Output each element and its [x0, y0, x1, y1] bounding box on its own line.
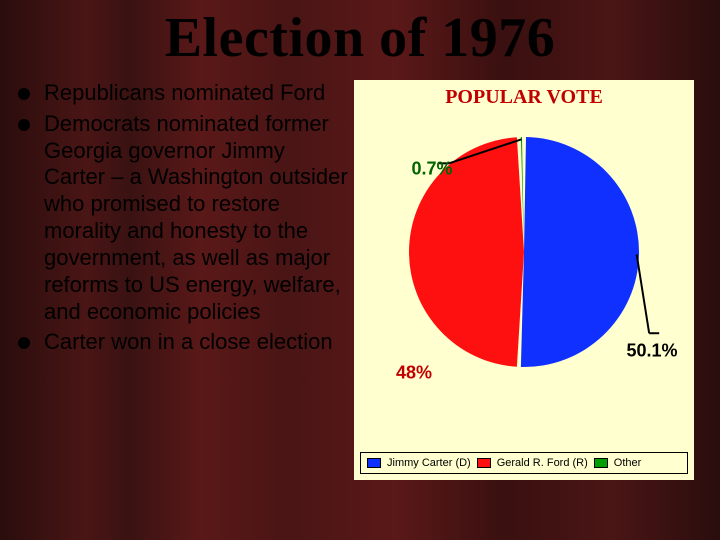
pie-label-other: 0.7%: [411, 159, 452, 180]
bullet-dot-icon: [18, 337, 30, 349]
list-item: Carter won in a close election: [18, 329, 348, 356]
bullet-dot-icon: [18, 119, 30, 131]
bullet-text: Democrats nominated former Georgia gover…: [44, 111, 348, 326]
bullet-dot-icon: [18, 88, 30, 100]
chart-panel: POPULAR VOTE 50.1% 48% 0.7% Jimmy Carter (…: [354, 80, 694, 480]
callout-line: [637, 255, 650, 334]
bullet-text: Carter won in a close election: [44, 329, 333, 356]
legend-label: Other: [614, 457, 642, 469]
pie-label-ford: 48%: [396, 363, 432, 384]
legend-label: Jimmy Carter (D): [387, 457, 471, 469]
legend-label: Gerald R. Ford (R): [497, 457, 588, 469]
bullet-text: Republicans nominated Ford: [44, 80, 325, 107]
pie-chart: 50.1% 48% 0.7%: [360, 117, 688, 387]
pie-label-carter: 50.1%: [626, 341, 677, 362]
pie-slice-carter: [521, 137, 639, 367]
chart-title: POPULAR VOTE: [354, 80, 694, 109]
page-title: Election of 1976: [0, 0, 720, 70]
legend-swatch-carter: [367, 458, 381, 468]
legend-swatch-other: [594, 458, 608, 468]
chart-legend: Jimmy Carter (D) Gerald R. Ford (R) Othe…: [360, 452, 688, 474]
content-row: Republicans nominated Ford Democrats nom…: [0, 80, 720, 480]
legend-swatch-ford: [477, 458, 491, 468]
bullet-list: Republicans nominated Ford Democrats nom…: [18, 80, 348, 480]
list-item: Democrats nominated former Georgia gover…: [18, 111, 348, 326]
list-item: Republicans nominated Ford: [18, 80, 348, 107]
